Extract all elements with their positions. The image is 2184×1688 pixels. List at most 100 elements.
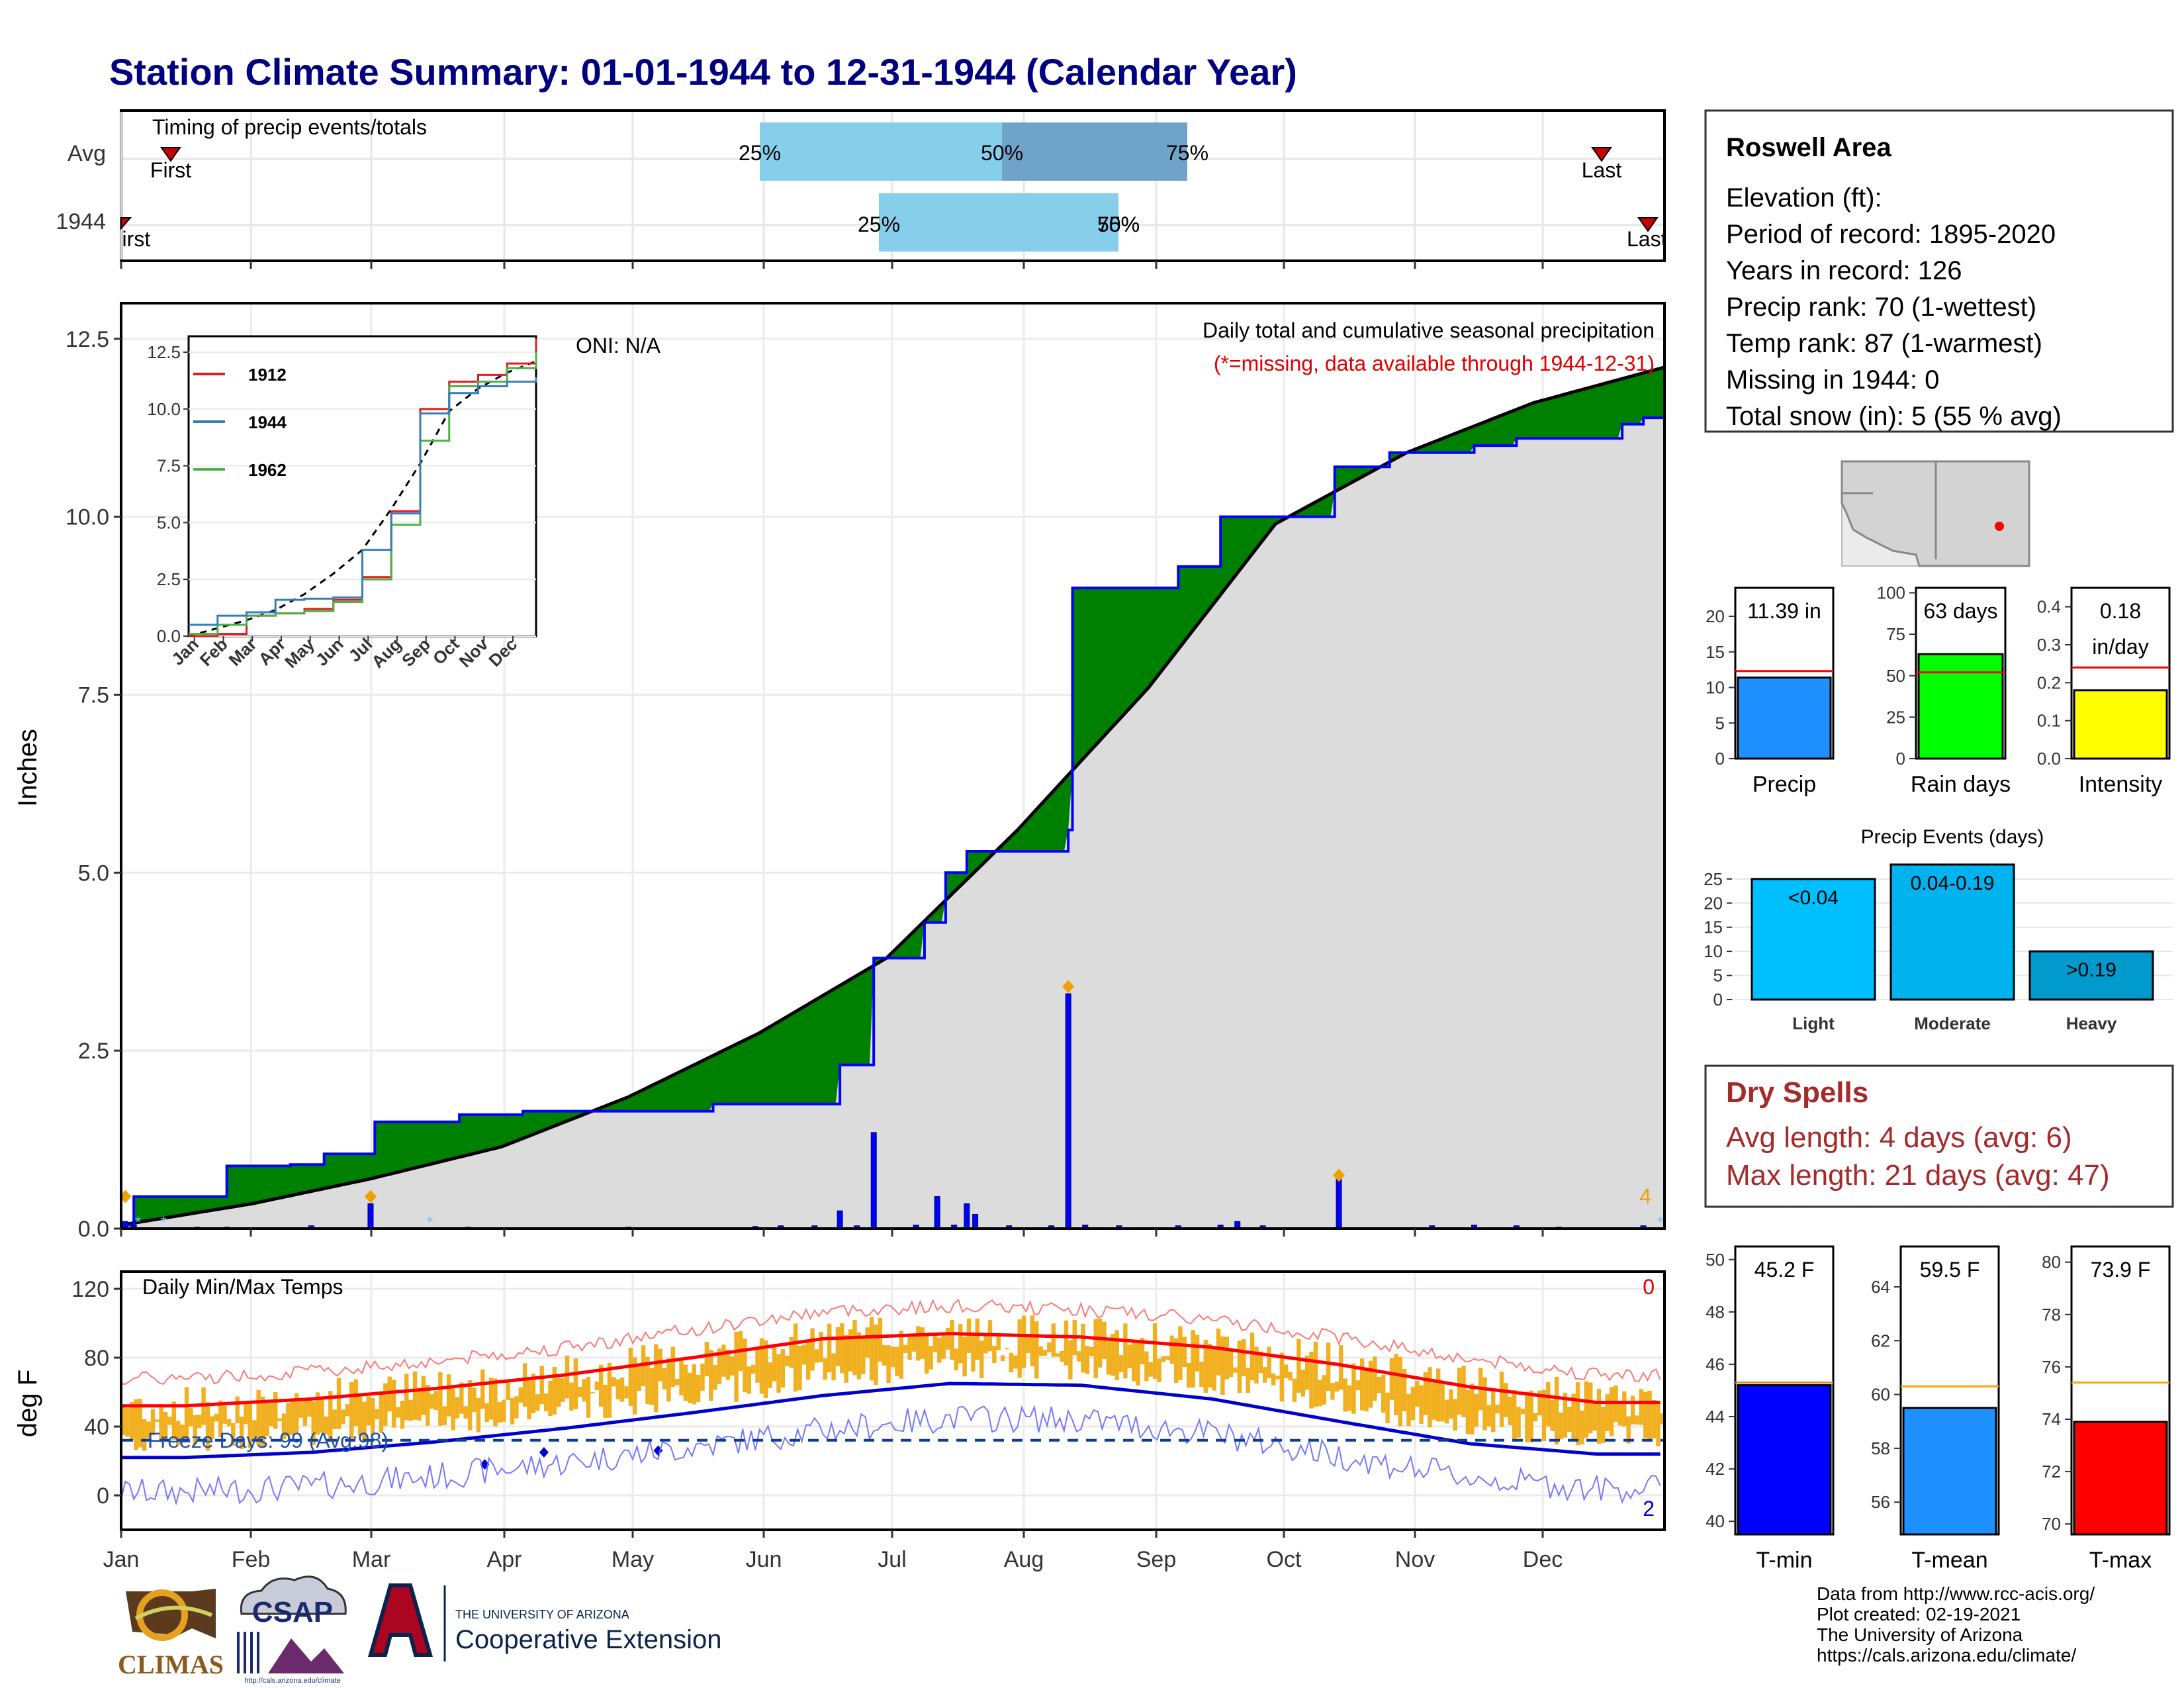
daily-temp-bar [806,1340,811,1380]
tmean-bar-ytick-label: 58 [1871,1438,1890,1458]
daily-temp-bar [619,1378,625,1402]
daily-temp-bar [391,1380,396,1428]
daily-temp-bar [1343,1378,1347,1412]
intensity-bar-ytick-label: 0.0 [2037,749,2061,769]
daily-temp-bar [433,1390,439,1411]
tmax-bar-label: T-max [2089,1548,2152,1573]
timing-label: Timing of precip events/totals [152,115,427,139]
event-range-label: <0.04 [1788,887,1839,909]
daily-temp-bar [375,1409,379,1420]
daily-temp-bar [1005,1348,1009,1350]
tmin-bar-ytick-label: 48 [1706,1302,1725,1322]
inset-line-1944 [189,377,537,626]
dry-spells-box: Dry Spells Avg length: 4 days (avg: 6) M… [1704,1064,2174,1208]
daily-temp-bar [163,1412,168,1442]
daily-precip-bar [972,1213,979,1229]
daily-temp-bar [1364,1369,1369,1412]
tmean-bar: 56 58 60 62 64 59.5 F T-mean [1871,1245,2000,1573]
daily-temp-bar [835,1327,841,1367]
daily-temp-bar [637,1364,641,1391]
precip-ylabel: Inches [13,729,42,807]
daily-temp-bar [768,1362,772,1388]
tmean-bar-label: T-mean [1911,1548,1987,1573]
month-label: Oct [1267,1547,1302,1572]
rain-days-bar-label: Rain days [1911,772,2011,797]
avg-p25-label: 25% [739,141,781,165]
daily-temp-bar [945,1327,950,1350]
daily-temp-bar [983,1335,988,1354]
daily-temp-bar [1076,1351,1081,1362]
daily-temp-bar [674,1378,680,1385]
daily-temp-bar [430,1393,434,1409]
daily-temp-bar [193,1415,198,1445]
daily-temp-bar [244,1401,248,1425]
daily-temp-bar [1013,1355,1018,1369]
daily-temp-bar [624,1386,629,1399]
daily-temp-bar [907,1336,912,1360]
intensity-bar-value-label: 0.18 [2100,599,2141,623]
daily-temp-bar [1520,1408,1525,1415]
daily-temp-bar [717,1348,722,1384]
daily-precip-bar [870,1132,877,1229]
daily-temp-bar [1203,1340,1208,1393]
freeze-days-label: Freeze Days: 99 (Avg:98) [148,1429,388,1452]
daily-temp-bar [265,1402,269,1436]
daily-temp-bar [171,1401,177,1440]
daily-temp-bar [459,1382,464,1414]
station-name: Roswell Area [1726,133,1891,162]
daily-temp-bar [958,1324,963,1364]
station-missing: Missing in 1944: 0 [1726,365,1939,395]
daily-temp-bar [1140,1337,1145,1365]
avg-last-marker [1591,147,1612,162]
daily-temp-bar [1169,1335,1174,1364]
daily-temp-bar [1406,1393,1411,1427]
daily-temp-bar [730,1356,735,1376]
daily-temp-bar [1385,1392,1390,1423]
daily-temp-bar [844,1335,848,1383]
daily-temp-bar [1322,1375,1326,1405]
precip-bar-ytick-label: 0 [1715,749,1725,769]
daily-temp-bar [823,1358,827,1380]
timing-row-avg: Avg [68,141,106,166]
daily-temp-bar [569,1382,574,1411]
daily-temp-bar [467,1380,473,1430]
temp-y-axis: 0 40 80 120 [71,1277,121,1509]
daily-precip-bar [934,1196,940,1229]
daily-temp-bar [1173,1338,1179,1383]
month-label: Apr [487,1547,522,1572]
daily-temp-bar [1136,1342,1140,1386]
daily-temp-bar [138,1399,142,1448]
daily-temp-bar [311,1401,316,1445]
daily-temp-bar [911,1336,917,1352]
daily-temp-bar [971,1335,976,1372]
daily-temp-bar [189,1408,193,1427]
daily-temp-bar [336,1378,341,1429]
daily-temp-bar [649,1368,655,1405]
month-label: Dec [1523,1547,1563,1572]
daily-temp-bar [484,1403,489,1423]
observed-under-fill [121,418,1664,1229]
event-marker [1333,1168,1345,1182]
daily-temp-bar [176,1421,181,1446]
daily-temp-bar [996,1336,1001,1350]
daily-temp-bar [155,1419,159,1422]
daily-temp-bar [950,1319,954,1360]
daily-temp-bar [1423,1372,1428,1415]
daily-temp-bar [1081,1323,1085,1373]
daily-temp-bar [1157,1358,1161,1382]
daily-temp-bar [214,1413,218,1422]
daily-temp-bar [827,1323,832,1373]
year-last-marker [1637,217,1659,232]
daily-temp-bar [1373,1356,1377,1401]
daily-precip-bar [964,1203,970,1229]
daily-temp-bar [1212,1348,1216,1391]
daily-temp-bar [1449,1389,1453,1419]
month-label: Aug [1004,1547,1044,1572]
daily-temp-bar [1470,1383,1475,1435]
inset-ytick-label: 5.0 [157,512,181,532]
daily-temp-bar [1394,1354,1398,1416]
record-min-line [120,1405,1661,1506]
daily-temp-bar [1580,1410,1584,1445]
daily-temp-bar [1085,1346,1090,1374]
daily-temp-bar [315,1392,320,1435]
